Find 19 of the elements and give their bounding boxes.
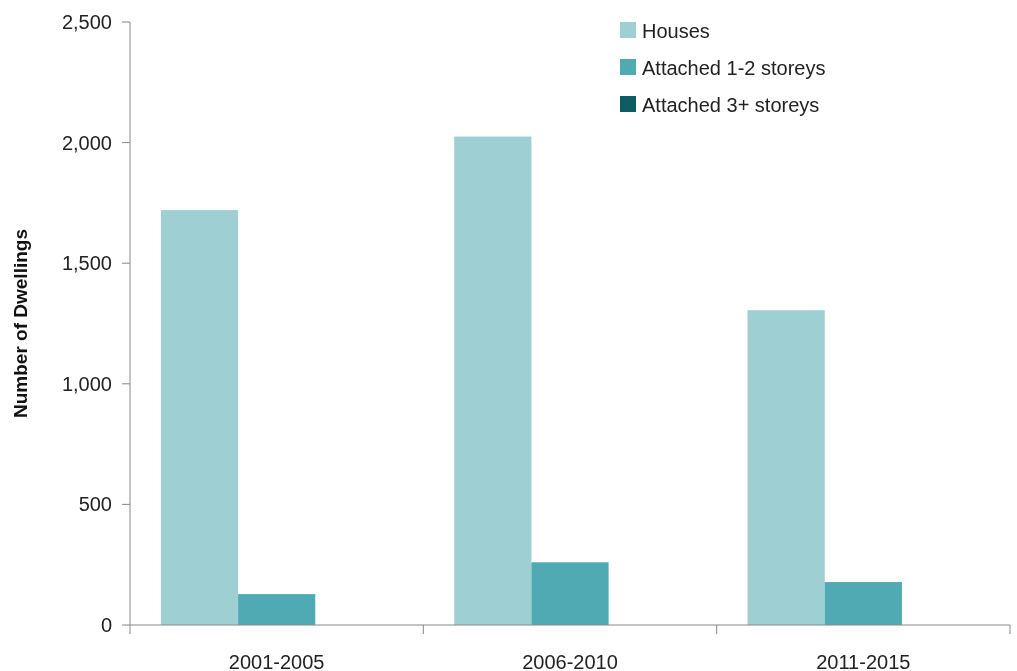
legend-label: Houses: [642, 20, 710, 42]
legend-label: Attached 1-2 storeys: [642, 57, 826, 79]
x-tick-label: 2006-2010: [522, 651, 618, 671]
bar: [531, 562, 609, 625]
x-tick-label: 2011-2015: [816, 651, 911, 671]
y-tick-label: 1,000: [61, 372, 112, 395]
legend-label: Attached 3+ storeys: [642, 94, 820, 116]
y-tick-label: 2,000: [61, 131, 112, 154]
y-tick-label: 2,500: [61, 11, 112, 33]
bar: [454, 136, 532, 625]
y-tick-label: 500: [78, 493, 112, 516]
y-tick-label: 0: [100, 614, 112, 636]
bar: [824, 582, 902, 625]
bar: [160, 210, 239, 625]
y-tick-label: 1,500: [61, 252, 112, 275]
y-axis-title: Number of Dwellings: [10, 229, 31, 418]
x-tick-label: 2001-2005: [228, 651, 325, 671]
bar: [747, 310, 825, 625]
bar: [238, 594, 316, 625]
